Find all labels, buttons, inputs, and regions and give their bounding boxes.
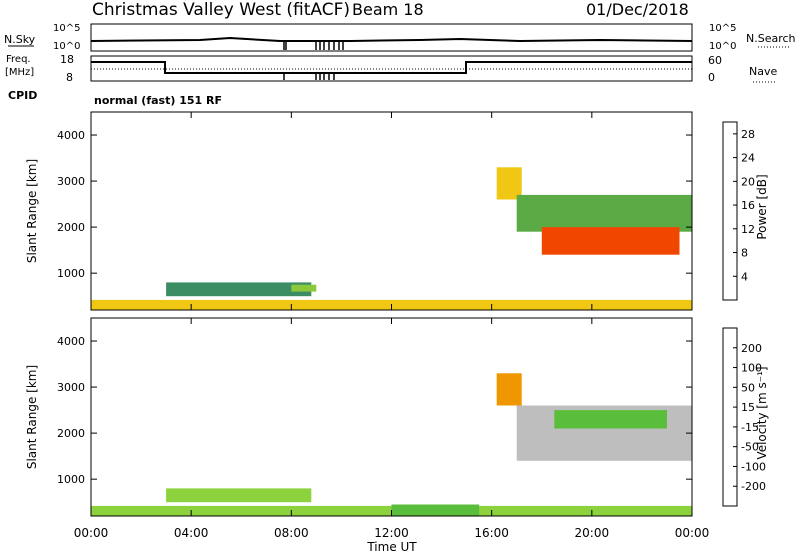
velocity-colorbar-label: Velocity [m s⁻¹] — [755, 366, 769, 459]
heatmap-region-0-1 — [166, 282, 312, 297]
nave-tick-top: 60 — [708, 54, 722, 67]
power-colorbar-label: Power [dB] — [755, 174, 769, 239]
x-tick-label: 00:00 — [675, 526, 710, 540]
colorbar-tick-label: 12 — [741, 223, 755, 236]
y-tick-label: 3000 — [57, 381, 85, 394]
cpid-label: CPID — [8, 89, 37, 102]
colorbar-tick-label: 200 — [741, 342, 762, 355]
freq-label: Freq. — [6, 54, 31, 65]
power-y-ticks: 1000 2000 3000 4000 — [57, 129, 692, 280]
velocity-y-ticks: 1000 2000 3000 4000 — [57, 335, 692, 486]
x-tick-label: 08:00 — [274, 526, 309, 540]
nave-label: Nave — [749, 65, 777, 78]
nsearch-tick-bottom: 10^0 — [709, 41, 736, 52]
station-title: Christmas Valley West (fitACF) — [92, 0, 350, 20]
y-tick-label: 1000 — [57, 473, 85, 486]
x-tick-label: 00:00 — [74, 526, 109, 540]
power-heatmap-cells — [91, 167, 692, 310]
power-ylabel: Slant Range [km] — [25, 159, 39, 263]
y-tick-label: 3000 — [57, 175, 85, 188]
nave-tick-bottom: 0 — [708, 71, 715, 84]
colorbar-tick-label: 8 — [741, 247, 748, 260]
y-tick-label: 2000 — [57, 221, 85, 234]
colorbar-tick-label: 50 — [741, 381, 755, 394]
nsky-panel-frame — [90, 23, 693, 52]
heatmap-region-1-5 — [554, 410, 667, 429]
freq-dropouts — [283, 73, 335, 80]
x-axis-label: Time UT — [366, 540, 417, 554]
velocity-heatmap-cells — [91, 373, 692, 516]
y-tick-label: 4000 — [57, 335, 85, 348]
colorbar-tick-label: -100 — [741, 460, 766, 473]
power-colorbar: 4 8 12 16 20 24 28 — [722, 121, 755, 301]
colorbar-tick-label: 24 — [741, 152, 755, 165]
y-tick-label: 1000 — [57, 267, 85, 280]
x-tick-label: 12:00 — [374, 526, 409, 540]
heatmap-region-1-1 — [391, 504, 480, 516]
nsky-label: N.Sky — [4, 33, 36, 46]
colorbar-frame — [722, 121, 738, 301]
nsky-tick-bottom: 10^0 — [53, 41, 80, 52]
colorbar-tick-label: -50 — [741, 441, 759, 454]
colorbar-tick-label: 16 — [741, 199, 755, 212]
x-tick-label: 04:00 — [174, 526, 209, 540]
freq-tick-bottom: 8 — [66, 71, 73, 84]
colorbar-tick-label: 15 — [741, 401, 755, 414]
nsky-tick-top: 10^5 — [53, 23, 80, 34]
nsky-dropouts — [283, 41, 344, 50]
colorbar-frame — [722, 327, 738, 507]
colorbar-tick-label: 20 — [741, 175, 755, 188]
nsky-trace — [90, 36, 693, 43]
cpid-text: normal (fast) 151 RF — [94, 94, 222, 107]
heatmap-region-0-2 — [291, 284, 317, 292]
heatmap-region-0-5 — [541, 227, 680, 255]
colorbar-tick-label: -200 — [741, 480, 766, 493]
nsearch-label: N.Search — [746, 32, 796, 45]
colorbar-tick-label: -15 — [741, 421, 759, 434]
colorbar-tick-label: 100 — [741, 362, 762, 375]
colorbar-tick-label: 28 — [741, 128, 755, 141]
freq-tick-top: 18 — [60, 53, 74, 66]
freq-trace — [91, 61, 692, 74]
beam-label: Beam 18 — [352, 0, 424, 19]
x-tick-label: 16:00 — [474, 526, 509, 540]
heatmap-region-0-4 — [516, 194, 692, 232]
x-tick-label: 20:00 — [575, 526, 610, 540]
heatmap-region-1-2 — [166, 488, 312, 503]
y-tick-label: 4000 — [57, 129, 85, 142]
y-tick-label: 2000 — [57, 427, 85, 440]
freq-unit-label: [MHz] — [5, 67, 34, 78]
x-axis-ticks: 00:00 04:00 08:00 12:00 16:00 20:00 00:00 — [74, 112, 710, 540]
velocity-ylabel: Slant Range [km] — [25, 365, 39, 469]
colorbar-tick-label: 4 — [741, 270, 748, 283]
nsearch-tick-top: 10^5 — [709, 23, 736, 34]
velocity-colorbar: 200 100 50 15 -15 -50 -100 -200 — [722, 327, 766, 507]
date-label: 01/Dec/2018 — [586, 0, 689, 19]
heatmap-region-1-3 — [496, 373, 522, 406]
heatmap-region-0-3 — [496, 167, 522, 200]
